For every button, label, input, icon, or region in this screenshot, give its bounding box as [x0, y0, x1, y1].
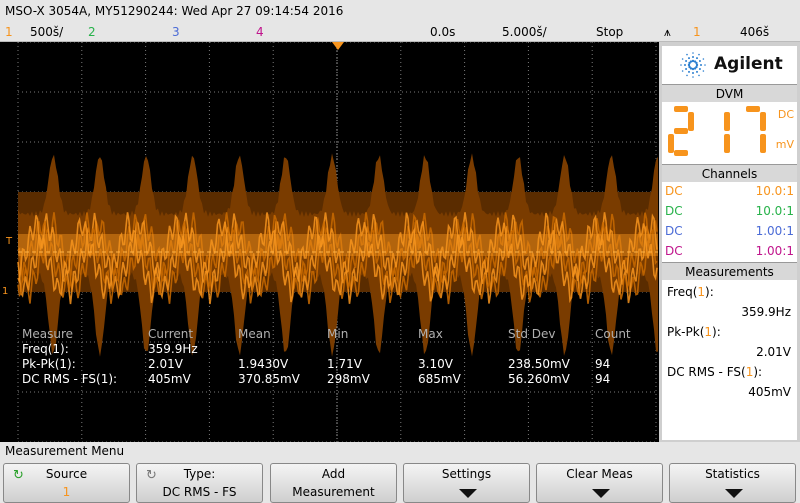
settings-softkey[interactable]: Settings	[403, 463, 530, 503]
scope-graticule[interactable]: Measure Current Mean Min Max Std Dev Count Freq…	[0, 42, 658, 442]
starburst-icon	[680, 52, 706, 78]
overlay-cell: Freq(1):	[22, 342, 69, 356]
delay-value[interactable]: 0.0s	[430, 25, 456, 39]
overlay-header-cell: Measure	[22, 327, 73, 341]
status-bar: 1 500š/ 2 3 4 0.0s 5.000š/ Stop ⩚ 1 406š	[0, 22, 800, 42]
rotate-icon: ↻	[146, 468, 157, 483]
ch1-ground-marker: 1	[2, 286, 8, 297]
overlay-cell: 685mV	[418, 372, 462, 386]
dvm-mode: DC	[777, 108, 794, 121]
channel-row-1[interactable]: DC 10.0:1	[665, 184, 794, 198]
add-measurement-softkey[interactable]: Add Measurement	[270, 463, 397, 503]
ch1-scale[interactable]: 500š/	[30, 25, 64, 39]
ch1-waveform	[17, 153, 658, 357]
measurements-list[interactable]: Freq(1): 359.9Hz Pk-Pk(1): 2.01V DC RMS …	[662, 280, 797, 440]
trigger-level[interactable]: 406š	[740, 25, 770, 39]
ch4-number[interactable]: 4	[256, 25, 264, 39]
overlay-cell: 56.260mV	[508, 372, 571, 386]
trigger-edge-icon: ⩚	[664, 25, 671, 39]
overlay-header-cell: Current	[148, 327, 193, 341]
arrow-down-icon	[725, 489, 743, 498]
meas-value-dcrms: 405mV	[748, 385, 791, 399]
right-info-panel: Agilent DVM DC mV Channels DC 10.0:1 DC 10…	[659, 42, 800, 442]
menu-title: Measurement Menu	[0, 442, 800, 461]
measurement-statistics-overlay: Measure Current Mean Min Max Std Dev Count Freq…	[22, 327, 631, 386]
type-softkey[interactable]: ↻ Type: DC RMS - FS	[136, 463, 263, 503]
trigger-level-marker: T	[5, 236, 13, 247]
trigger-position-marker	[332, 42, 344, 50]
waveform-trace	[17, 212, 658, 305]
dvm-unit: mV	[775, 138, 794, 151]
ch3-number[interactable]: 3	[172, 25, 180, 39]
channels-list: DC 10.0:1 DC 10.0:1 DC 1.00:1 DC 1.00:1	[662, 182, 797, 262]
overlay-cell: 298mV	[327, 372, 371, 386]
channels-title: Channels	[662, 164, 797, 182]
trigger-source[interactable]: 1	[693, 25, 701, 39]
overlay-cell: 94	[595, 357, 610, 371]
dvm-readout[interactable]: DC mV	[662, 102, 797, 164]
measurements-title: Measurements	[662, 262, 797, 280]
brand-logo: Agilent	[662, 46, 797, 84]
overlay-header-cell: Min	[327, 327, 348, 341]
statistics-softkey[interactable]: Statistics	[669, 463, 796, 503]
source-softkey[interactable]: ↻ Source 1	[3, 463, 130, 503]
overlay-cell: DC RMS - FS(1):	[22, 372, 117, 386]
overlay-cell: 1.71V	[327, 357, 363, 371]
arrow-down-icon	[592, 489, 610, 498]
dvm-digits	[668, 106, 766, 156]
overlay-cell: 2.01V	[148, 357, 184, 371]
channel-row-3[interactable]: DC 1.00:1	[665, 224, 794, 238]
overlay-cell: Pk-Pk(1):	[22, 357, 76, 371]
waveform-trace	[17, 212, 658, 305]
overlay-header-cell: Std Dev	[508, 327, 555, 341]
arrow-down-icon	[459, 489, 477, 498]
overlay-cell: 94	[595, 372, 610, 386]
ch2-number[interactable]: 2	[88, 25, 96, 39]
meas-label-freq: Freq(1):	[667, 285, 714, 299]
meas-value-pkpk: 2.01V	[756, 345, 791, 359]
overlay-cell: 370.85mV	[238, 372, 301, 386]
overlay-header-cell: Count	[595, 327, 631, 341]
window-title: MSO-X 3054A, MY51290244: Wed Apr 27 09:1…	[0, 0, 800, 22]
run-state[interactable]: Stop	[596, 25, 624, 39]
overlay-cell: 1.9430V	[238, 357, 289, 371]
overlay-cell: 3.10V	[418, 357, 454, 371]
clear-meas-softkey[interactable]: Clear Meas	[536, 463, 663, 503]
brand-name: Agilent	[714, 54, 783, 74]
channel-row-2[interactable]: DC 10.0:1	[665, 204, 794, 218]
softkey-bar: ↻ Source 1 ↻ Type: DC RMS - FS Add Measu…	[0, 461, 800, 503]
overlay-header-cell: Mean	[238, 327, 271, 341]
waveform-core-band	[18, 234, 658, 256]
ch1-number[interactable]: 1	[5, 25, 13, 39]
channel-row-4[interactable]: DC 1.00:1	[665, 244, 794, 258]
rotate-icon: ↻	[13, 468, 24, 483]
overlay-cell: 359.9Hz	[148, 342, 198, 356]
waveform-display: Measure Current Mean Min Max Std Dev Count Freq…	[2, 42, 658, 442]
dvm-title: DVM	[662, 84, 797, 102]
overlay-cell: 238.50mV	[508, 357, 571, 371]
overlay-cell: 405mV	[148, 372, 192, 386]
meas-label-pkpk: Pk-Pk(1):	[667, 325, 721, 339]
waveform-trace	[17, 212, 658, 304]
meas-label-dcrms: DC RMS - FS(1):	[667, 365, 763, 379]
meas-value-freq: 359.9Hz	[741, 305, 791, 319]
overlay-header-cell: Max	[418, 327, 443, 341]
timebase-value[interactable]: 5.000š/	[502, 25, 547, 39]
